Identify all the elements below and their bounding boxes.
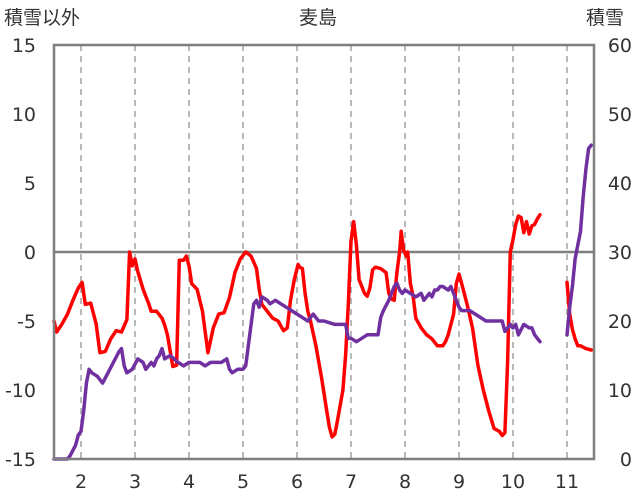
snow-line bbox=[565, 143, 594, 337]
right-axis-label: 積雪 bbox=[586, 7, 624, 29]
y-right-tick-label: 60 bbox=[608, 35, 632, 57]
y-left-tick-label: 5 bbox=[24, 173, 36, 195]
plot-frame bbox=[52, 43, 596, 461]
temperature-line bbox=[565, 280, 594, 352]
tick-labels: 2 3 4 5 6 7 8 9 10 11 -15 -10 -5 0 5 10 15 0 10 20 30 40 50 60 bbox=[5, 35, 632, 493]
chart-title: 麦島 bbox=[299, 7, 337, 29]
x-tick-label: 2 bbox=[75, 471, 87, 493]
y-right-tick-label: 40 bbox=[608, 173, 632, 195]
y-left-tick-label: -15 bbox=[5, 449, 36, 471]
x-tick-label: 9 bbox=[453, 471, 465, 493]
y-right-tick-label: 50 bbox=[608, 104, 632, 126]
x-tick-label: 4 bbox=[183, 471, 195, 493]
x-tick-label: 11 bbox=[555, 471, 579, 493]
left-axis-label: 積雪以外 bbox=[4, 7, 80, 29]
grid bbox=[80, 45, 568, 459]
y-right-tick-label: 20 bbox=[608, 311, 632, 333]
x-tick-label: 6 bbox=[291, 471, 303, 493]
y-right-tick-label: 30 bbox=[608, 242, 632, 264]
y-left-tick-label: -10 bbox=[5, 380, 36, 402]
x-tick-label: 3 bbox=[129, 471, 141, 493]
temperature-line bbox=[52, 212, 542, 439]
y-left-tick-label: 10 bbox=[12, 104, 36, 126]
x-tick-label: 8 bbox=[399, 471, 411, 493]
y-left-tick-label: -5 bbox=[17, 311, 36, 333]
series-layer bbox=[52, 143, 594, 461]
snow-line bbox=[52, 281, 542, 461]
x-tick-label: 5 bbox=[237, 471, 249, 493]
x-tick-label: 10 bbox=[501, 471, 525, 493]
y-right-tick-label: 10 bbox=[608, 380, 632, 402]
x-tick-label: 7 bbox=[345, 471, 357, 493]
y-left-tick-label: 15 bbox=[12, 35, 36, 57]
y-right-tick-label: 0 bbox=[620, 449, 632, 471]
y-left-tick-label: 0 bbox=[24, 242, 36, 264]
